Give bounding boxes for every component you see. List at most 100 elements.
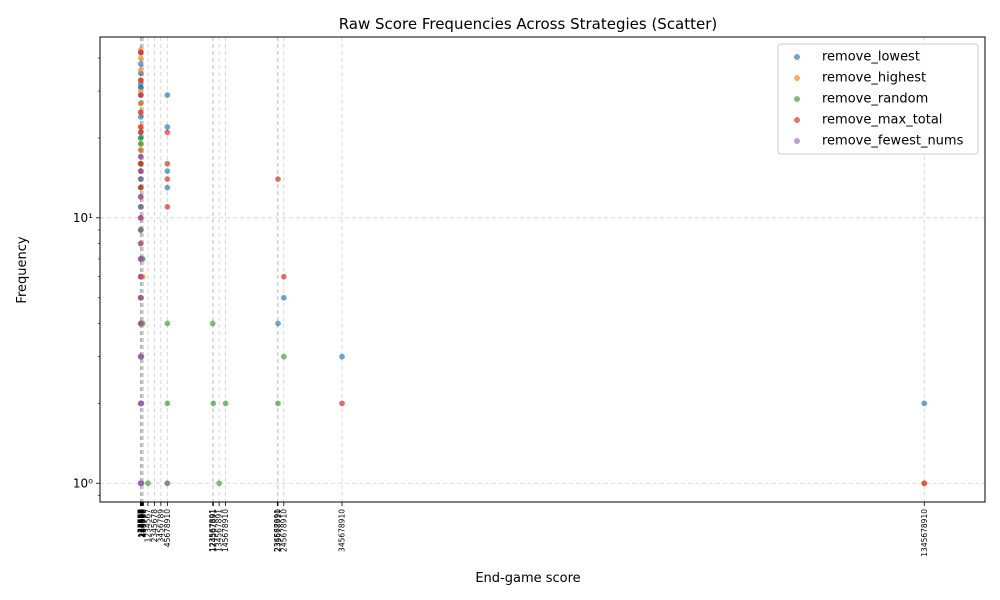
data-point <box>137 67 144 73</box>
x-tick-label: 45 <box>136 509 145 519</box>
x-tick-label: 67 <box>136 509 145 519</box>
x-tick-label: 23456 <box>136 509 145 533</box>
x-tick-label: 456 <box>136 509 145 524</box>
x-tick-label: 145678910 <box>221 509 230 552</box>
data-point <box>339 353 345 360</box>
x-tick-label: 9 <box>136 509 145 514</box>
data-point <box>164 176 171 182</box>
data-point <box>164 400 171 407</box>
data-point <box>137 227 144 233</box>
x-tick-label: 10 <box>136 509 145 519</box>
x-tick-label: 1234 <box>136 509 145 528</box>
y-axis-ticks: 10⁰ 10¹ <box>73 57 100 496</box>
x-tick-label: 245678910 <box>279 509 288 552</box>
legend-item: remove_lowest <box>794 50 920 65</box>
x-tick-label: 678 <box>136 509 145 524</box>
x-tick-label: 34 <box>136 509 145 519</box>
x-tick-label: 123567891 <box>208 509 217 552</box>
data-points <box>137 46 928 487</box>
data-point <box>164 204 171 210</box>
data-point <box>210 400 217 407</box>
data-point <box>138 480 144 487</box>
x-tick-label: 345678 <box>138 509 147 538</box>
data-point <box>164 480 171 487</box>
legend-label: remove_random <box>822 92 928 107</box>
data-point <box>164 168 171 174</box>
data-point <box>137 100 144 107</box>
x-tick-label: 345678910 <box>338 509 347 552</box>
x-tick-label: 3 <box>136 509 145 514</box>
legend-item: remove_highest <box>794 71 926 86</box>
x-tick-label: 235678910 <box>273 509 282 552</box>
data-point <box>280 294 287 301</box>
data-point <box>137 92 144 98</box>
data-point <box>137 184 144 191</box>
legend-label: remove_fewest_nums <box>822 134 964 149</box>
data-point <box>137 55 144 61</box>
data-point <box>137 109 144 115</box>
data-point <box>137 294 144 301</box>
legend-label: remove_highest <box>822 71 926 86</box>
data-point <box>921 480 928 487</box>
data-point <box>137 400 144 407</box>
data-point <box>137 240 144 247</box>
y-axis-label: Frequency <box>15 236 30 303</box>
legend-marker <box>794 75 800 81</box>
data-point <box>275 320 281 327</box>
data-point <box>209 320 216 327</box>
data-point <box>164 160 171 167</box>
data-point <box>137 135 144 141</box>
legend-box <box>777 43 979 155</box>
x-tick-label: 12 <box>136 509 145 519</box>
legend-label: remove_max_total <box>822 113 942 128</box>
data-point <box>137 204 144 210</box>
data-point <box>216 480 222 487</box>
data-point <box>137 320 144 327</box>
data-point <box>275 400 281 407</box>
x-tick-label: 45678910 <box>163 509 172 547</box>
data-point <box>137 141 144 147</box>
data-point <box>137 273 144 280</box>
data-point <box>137 176 144 182</box>
data-point <box>275 176 281 182</box>
data-point <box>137 153 144 160</box>
x-tick-label: 456789 <box>139 509 148 538</box>
data-point <box>145 480 151 487</box>
data-point <box>164 124 171 130</box>
x-tick-label: 7 <box>136 509 145 514</box>
data-point <box>137 114 144 120</box>
y-tick-label: 10¹ <box>73 211 93 225</box>
x-axis-label: End-game score <box>475 571 580 586</box>
data-point <box>137 256 144 262</box>
x-tick-label: 5 <box>136 509 145 514</box>
x-tick-label: 56 <box>136 509 145 519</box>
x-tick-label: 1234567 <box>143 509 152 543</box>
data-point <box>222 400 229 407</box>
data-point <box>164 320 171 327</box>
x-tick-label: 123 <box>136 509 145 524</box>
data-point <box>137 194 144 200</box>
x-tick-label: 123456 <box>137 509 146 538</box>
x-tick-label: 567 <box>136 509 145 524</box>
x-tick-label: 2345 <box>136 509 145 528</box>
data-point <box>137 353 144 360</box>
data-point <box>137 61 144 67</box>
y-tick-label: 10⁰ <box>73 476 93 490</box>
legend-item: remove_fewest_nums <box>794 134 964 149</box>
data-point <box>137 77 144 83</box>
x-tick-label: 34567 <box>136 509 145 533</box>
data-point <box>137 160 144 167</box>
data-point <box>921 400 928 407</box>
legend-marker <box>794 117 800 123</box>
data-point <box>339 400 345 407</box>
x-tick-label: 2 <box>136 509 145 514</box>
legend-marker <box>794 138 800 144</box>
x-tick-label: 234567 <box>138 509 147 538</box>
x-tick-label: 1 <box>136 509 145 514</box>
series-remove_fewest_nums <box>137 153 171 487</box>
plot-area-frame <box>99 36 986 503</box>
legend-item: remove_random <box>794 92 928 107</box>
x-tick-label: 124567891 <box>209 509 218 552</box>
data-point <box>280 353 287 360</box>
